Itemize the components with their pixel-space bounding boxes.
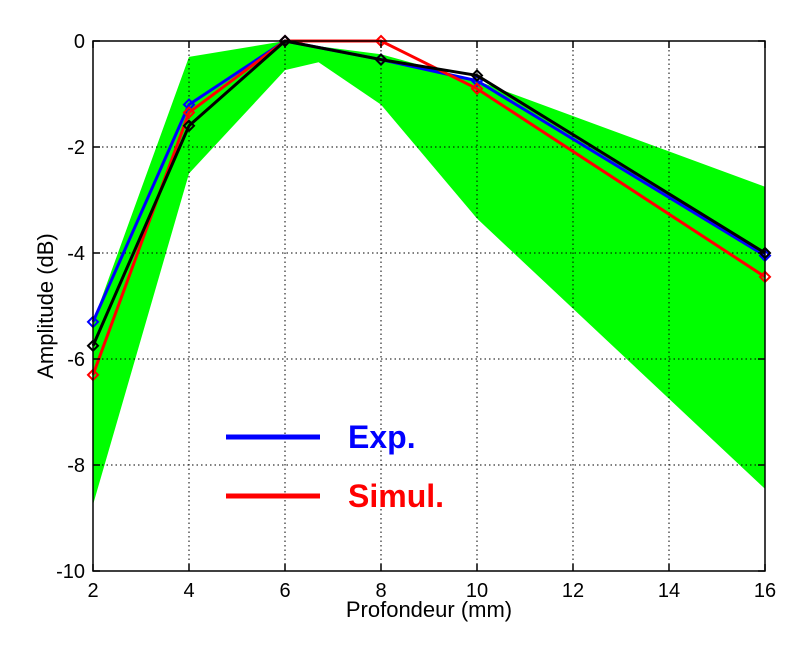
data-point-simul bbox=[470, 82, 484, 96]
x-tick-label: 12 bbox=[562, 580, 584, 602]
data-point-simul bbox=[182, 106, 196, 119]
y-tick-label: -8 bbox=[67, 455, 85, 477]
y-tick-label: -10 bbox=[56, 561, 85, 583]
uncertainty-band bbox=[93, 41, 765, 505]
series-line-third bbox=[91, 39, 766, 347]
x-tick-label: 2 bbox=[87, 580, 98, 602]
plot-frame bbox=[92, 40, 766, 572]
y-tick-label: -4 bbox=[67, 243, 85, 265]
legend: Exp. Simul. bbox=[226, 419, 444, 514]
x-tick-label: 6 bbox=[279, 580, 290, 602]
y-axis-label: Amplitude (dB) bbox=[33, 233, 58, 379]
tick-layer: 2 4 6 8 10 12 14 16 0 -2 -4 -6 -8 -10 bbox=[56, 31, 776, 602]
y-tick-label: 0 bbox=[74, 31, 85, 53]
x-axis-label: Profondeur (mm) bbox=[346, 597, 512, 622]
uncertainty-band-layer bbox=[93, 41, 765, 505]
data-point-third bbox=[374, 53, 388, 66]
data-point-third bbox=[182, 119, 196, 133]
x-tick-label: 14 bbox=[658, 580, 680, 602]
x-tick-label: 8 bbox=[375, 580, 386, 602]
x-tick-label: 4 bbox=[183, 580, 194, 602]
data-point-exp bbox=[182, 98, 196, 112]
y-tick-label: -2 bbox=[67, 137, 85, 159]
x-tick-label: 16 bbox=[754, 580, 776, 602]
data-point-third bbox=[470, 69, 484, 82]
grid-layer bbox=[93, 41, 765, 571]
y-tick-label: -6 bbox=[67, 349, 85, 371]
x-tick-label: 10 bbox=[466, 580, 488, 602]
legend-label-simul: Simul. bbox=[348, 478, 444, 514]
legend-label-exp: Exp. bbox=[348, 419, 416, 455]
